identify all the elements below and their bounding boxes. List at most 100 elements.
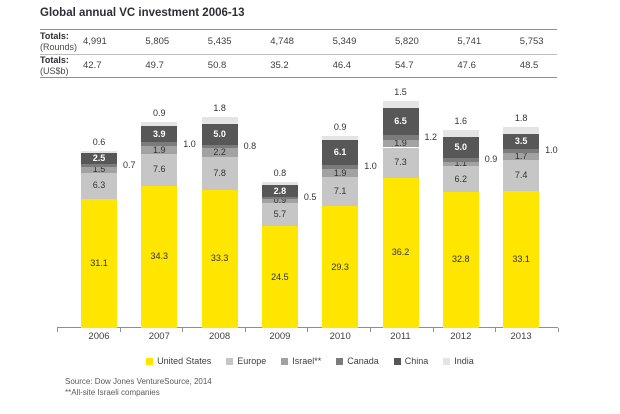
- x-axis-label-2013: 2013: [510, 331, 532, 342]
- segment-value-label-india: 0.9: [153, 108, 166, 119]
- bar-segment-israel: [442, 161, 479, 167]
- segment-value-label-canada: 0.9: [484, 154, 498, 165]
- legend-item-europe: Europe: [226, 356, 266, 366]
- totals-value: 50.8: [207, 60, 227, 71]
- bar-segment-china: [442, 137, 479, 158]
- segment-value-label-canada: 1.0: [364, 161, 377, 172]
- legend-swatch-israel: [281, 357, 289, 365]
- legend-swatch-india: [443, 357, 451, 365]
- segment-value-label-israel: 1.7: [514, 150, 528, 161]
- totals-value: 46.4: [332, 60, 352, 71]
- legend-swatch-canada: [336, 357, 344, 365]
- bar-segment-india: [141, 122, 178, 126]
- axis-tick: [244, 328, 246, 332]
- segment-value-label-israel: 2.2: [213, 147, 226, 158]
- legend-label-canada: Canada: [347, 356, 379, 366]
- bar-segment-israel: [382, 139, 419, 148]
- segment-value-label-united-states: 33.3: [210, 253, 229, 264]
- bar-segment-india: [201, 116, 238, 125]
- bar-segment-europe: [382, 147, 419, 178]
- segment-value-label-india: 0.6: [92, 136, 106, 147]
- segment-value-label-europe: 5.7: [273, 209, 287, 219]
- x-axis-label-2006: 2006: [88, 331, 110, 342]
- x-axis-label-2010: 2010: [329, 331, 351, 342]
- bar-segment-israel: [322, 169, 359, 177]
- totals-value: 4,748: [270, 36, 294, 47]
- segment-value-label-israel: 1.9: [394, 138, 407, 149]
- totals-value: 47.6: [457, 60, 476, 71]
- segment-value-label-china: 6.1: [333, 146, 347, 157]
- table-rule-bottom: [40, 77, 557, 78]
- bar-segment-canada: [442, 157, 479, 162]
- bar-segment-united-states: [81, 198, 117, 328]
- page-title: Global annual VC investment 2006-13: [40, 7, 245, 19]
- legend-item-canada: Canada: [336, 356, 379, 366]
- bar-segment-united-states: [442, 191, 479, 328]
- footnote-text: **All-site Israeli companies: [65, 388, 160, 397]
- segment-value-label-europe: 6.3: [92, 180, 106, 191]
- totals-value: 48.5: [519, 60, 539, 71]
- segment-value-label-india: 0.8: [273, 167, 287, 178]
- segment-value-label-europe: 7.6: [153, 164, 166, 175]
- legend-item-israel: Israel**: [281, 356, 321, 366]
- totals-value: 5,753: [519, 36, 544, 47]
- legend-label-united-states: United States: [157, 356, 212, 366]
- bar-segment-china: [261, 185, 298, 197]
- bar-segment-israel: [503, 152, 540, 160]
- legend-item-china: China: [393, 356, 429, 366]
- totals-value: 4,991: [83, 36, 107, 47]
- bar-segment-china: [81, 153, 117, 164]
- bar-segment-canada: [503, 148, 540, 153]
- segment-value-label-india: 1.5: [394, 87, 407, 98]
- legend-item-united-states: United States: [146, 356, 211, 366]
- bar-segment-china: [503, 134, 540, 149]
- x-axis-line: [57, 327, 558, 328]
- bar-segment-india: [322, 135, 359, 140]
- bar-segment-china: [382, 107, 419, 135]
- bar-segment-united-states: [382, 177, 419, 328]
- segment-value-label-canada: 1.0: [545, 145, 558, 156]
- totals-value: 5,349: [332, 36, 357, 47]
- totals-value: 5,435: [207, 36, 232, 47]
- totals-value: 42.7: [83, 60, 102, 71]
- legend-item-india: India: [443, 356, 474, 366]
- legend-swatch-china: [393, 357, 401, 365]
- segment-value-label-united-states: 34.3: [150, 251, 169, 262]
- segment-value-label-united-states: 36.2: [391, 247, 410, 258]
- segment-value-label-india: 1.8: [213, 102, 226, 113]
- bar-segment-canada: [81, 163, 117, 167]
- bar-segment-israel: [141, 146, 178, 155]
- legend-label-china: China: [404, 356, 429, 366]
- bar-segment-united-states: [261, 226, 298, 328]
- segment-value-label-israel: 1.9: [153, 144, 166, 155]
- segment-value-label-india: 1.6: [454, 116, 468, 127]
- totals-usd-label-line1: Totals:: [40, 55, 69, 65]
- legend-label-india: India: [454, 356, 474, 366]
- totals-value: 5,820: [395, 36, 419, 47]
- totals-rounds-label-line2: (Rounds): [40, 42, 78, 52]
- segment-value-label-europe: 7.3: [394, 157, 407, 168]
- bar-segment-united-states: [322, 206, 359, 328]
- bar-segment-china: [141, 125, 178, 143]
- segment-value-label-china: 3.5: [514, 135, 528, 146]
- segment-value-label-china: 6.5: [394, 115, 407, 126]
- totals-value: 54.7: [395, 60, 414, 71]
- bar-segment-china: [322, 139, 359, 165]
- totals-rounds-label-line1: Totals:: [40, 31, 69, 41]
- bar-segment-united-states: [503, 190, 540, 328]
- bar-segment-europe: [141, 154, 178, 186]
- legend-label-israel: Israel**: [292, 356, 322, 366]
- segment-value-label-china: 2.8: [273, 185, 287, 196]
- source-text: Source: Dow Jones VentureSource, 2014: [65, 377, 212, 386]
- legend: United States Europe Israel** Canada China In…: [0, 356, 620, 366]
- axis-tick: [307, 328, 309, 332]
- bar-segment-europe: [442, 166, 479, 192]
- totals-usd-label: Totals: (US$b): [40, 55, 69, 77]
- segment-value-label-canada: 1.0: [183, 138, 196, 149]
- bar-segment-europe: [261, 202, 298, 227]
- legend-swatch-europe: [226, 357, 234, 365]
- bar-segment-india: [81, 150, 117, 154]
- bar-segment-europe: [201, 157, 238, 190]
- bar-segment-china: [201, 124, 238, 145]
- bar-segment-canada: [141, 142, 178, 147]
